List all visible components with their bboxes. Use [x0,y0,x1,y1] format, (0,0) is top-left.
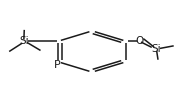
Text: Si: Si [151,44,161,54]
Text: P: P [54,60,60,70]
Text: Si: Si [19,36,29,46]
Text: O: O [135,36,143,46]
